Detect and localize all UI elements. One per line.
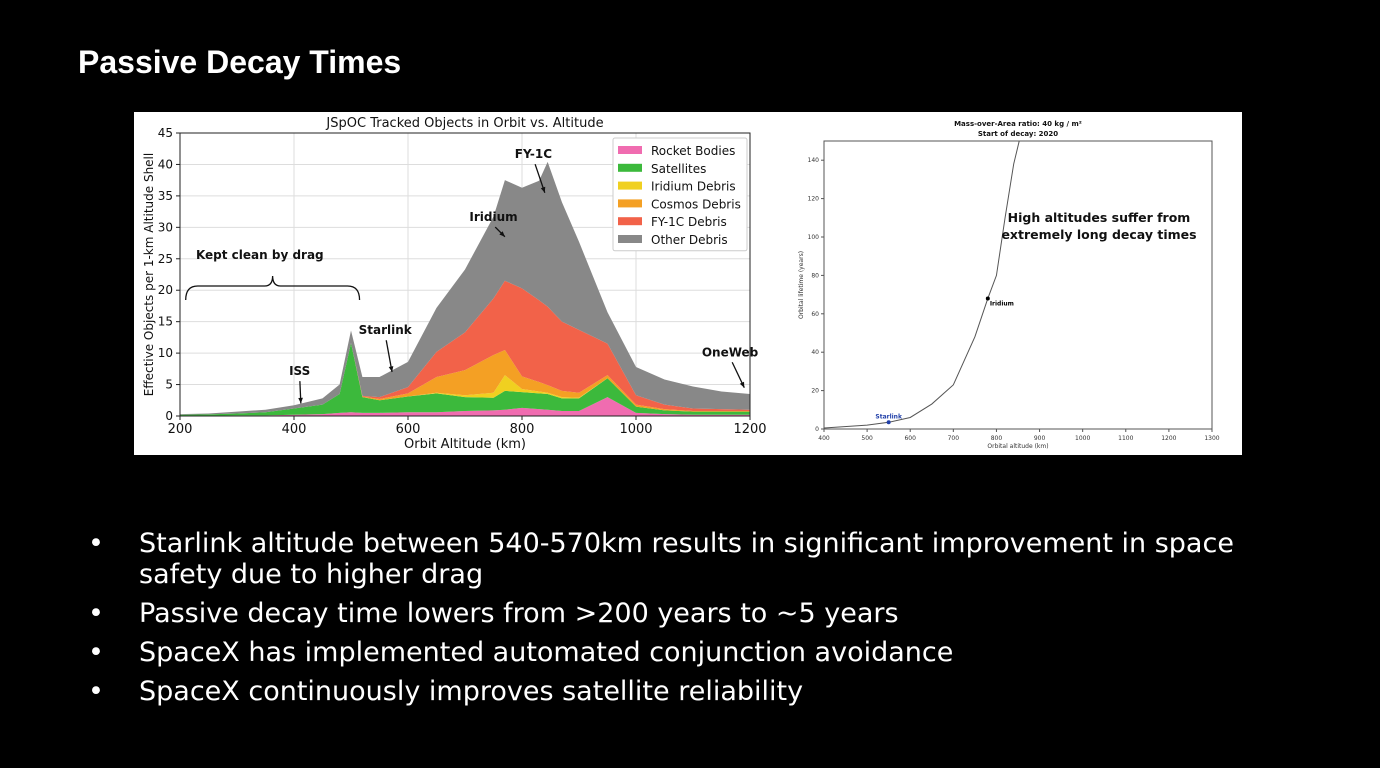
y-axis-label: Effective Objects per 1-km Altitude Shel… <box>142 153 156 396</box>
area-series-other-debris <box>180 161 750 415</box>
bullet-text: SpaceX continuously improves satellite r… <box>139 676 804 707</box>
y-tick-label: 0 <box>815 426 819 433</box>
bullet-marker: • <box>88 598 104 629</box>
bullet-item: • Starlink altitude between 540-570km res… <box>88 528 1288 590</box>
plot-frame <box>179 132 751 417</box>
annotation-arrowhead <box>499 231 505 237</box>
annotation-label: ISS <box>289 364 310 378</box>
data-point <box>985 296 990 301</box>
point-label: Iridium <box>990 300 1014 307</box>
slide-title: Passive Decay Times <box>78 44 402 80</box>
x-tick-label: 1300 <box>1204 435 1219 442</box>
legend-label: Rocket Bodies <box>651 144 735 158</box>
x-tick-label: 800 <box>510 422 535 437</box>
bullet-item: • Passive decay time lowers from >200 yea… <box>88 598 1288 629</box>
legend-label: FY-1C Debris <box>651 215 727 229</box>
y-tick-label: 120 <box>808 196 820 203</box>
debris-altitude-chart: 200 400 600 800 1000 1200 0 5 10 15 20 25 30 35 40 45 JS… <box>142 116 767 452</box>
legend-swatch <box>618 199 642 208</box>
x-tick-label: 400 <box>818 435 830 442</box>
bullet-marker: • <box>88 528 104 559</box>
y-axis-label: Orbital lifetime (years) <box>798 251 805 319</box>
x-tick-label: 400 <box>282 422 307 437</box>
x-axis-label: Orbit Altitude (km) <box>404 437 526 452</box>
x-tick-label: 1000 <box>619 422 652 437</box>
orbital-lifetime-chart: 400 500 600 700 800 900 1000 1100 1200 1300 0 20 40 6… <box>798 120 1220 450</box>
legend-swatch <box>618 217 642 226</box>
bullet-item: • SpaceX continuously improves satellite … <box>88 676 1288 707</box>
y-tick-label: 10 <box>158 346 173 360</box>
y-tick-label: 30 <box>158 220 173 234</box>
legend-label: Cosmos Debris <box>651 197 741 211</box>
x-tick-label: 1200 <box>1161 435 1176 442</box>
bullet-list: • Starlink altitude between 540-570km res… <box>88 528 1288 715</box>
drag-brace <box>185 275 361 301</box>
legend-swatch <box>618 235 642 243</box>
y-tick-label: 80 <box>811 272 819 279</box>
annotation-line-1: High altitudes suffer from <box>1008 210 1191 225</box>
x-tick-label: 500 <box>861 435 873 442</box>
figure-panel: 200 400 600 800 1000 1200 0 5 10 15 20 25 30 35 40 45 JS… <box>134 112 1242 455</box>
x-tick-label: 1200 <box>733 422 766 437</box>
point-label: Starlink <box>875 413 903 420</box>
lifetime-line <box>824 141 1020 429</box>
annotation-label: FY-1C <box>515 147 552 161</box>
area-series-fy-1c-debris <box>180 280 750 415</box>
x-tick-label: 600 <box>904 435 916 442</box>
y-tick-label: 40 <box>158 157 173 171</box>
bullet-text: Starlink altitude between 540-570km resu… <box>139 528 1234 590</box>
x-tick-label: 800 <box>991 435 1003 442</box>
chart-title: JSpOC Tracked Objects in Orbit vs. Altit… <box>325 116 603 131</box>
y-tick-label: 0 <box>165 409 173 423</box>
legend-label: Iridium Debris <box>651 180 736 194</box>
y-tick-label: 45 <box>158 126 173 140</box>
annotation-label: Kept clean by drag <box>196 248 324 262</box>
annotation-line-2: extremely long decay times <box>1001 227 1196 242</box>
y-tick-label: 15 <box>158 315 173 329</box>
annotation-label: OneWeb <box>702 345 759 359</box>
legend-swatch <box>618 181 642 190</box>
y-tick-label: 5 <box>165 378 173 392</box>
chart-subtitle: Start of decay: 2020 <box>978 130 1058 138</box>
x-axis-label: Orbital altitude (km) <box>987 443 1048 450</box>
y-tick-label: 40 <box>811 349 819 356</box>
x-tick-label: 1100 <box>1118 435 1133 442</box>
bullet-marker: • <box>88 676 104 707</box>
annotation-arrowhead <box>298 397 303 404</box>
y-tick-label: 140 <box>808 157 820 164</box>
bullet-item: • SpaceX has implemented automated conjun… <box>88 637 1288 668</box>
y-tick-label: 25 <box>158 252 173 266</box>
legend-box <box>612 137 748 252</box>
y-tick-label: 100 <box>808 234 820 241</box>
area-series-satellites <box>180 343 750 416</box>
x-tick-label: 1000 <box>1075 435 1090 442</box>
chart-title: Mass-over-Area ratio: 40 kg / m² <box>954 120 1082 128</box>
y-tick-label: 20 <box>811 388 819 395</box>
area-series-cosmos-debris <box>180 343 750 415</box>
x-tick-label: 700 <box>948 435 960 442</box>
x-tick-label: 600 <box>396 422 421 437</box>
y-tick-label: 60 <box>811 311 819 318</box>
bullet-marker: • <box>88 637 104 668</box>
annotation-arrowhead <box>388 366 394 372</box>
annotation-label: Starlink <box>359 323 413 337</box>
data-point <box>886 420 891 425</box>
plot-frame <box>823 140 1213 430</box>
legend-label: Other Debris <box>651 233 728 247</box>
annotation-arrowhead <box>540 186 546 193</box>
legend-swatch <box>618 146 642 154</box>
y-tick-label: 20 <box>158 283 173 297</box>
y-tick-label: 35 <box>158 189 173 203</box>
legend-swatch <box>618 163 642 172</box>
bullet-text: SpaceX has implemented automated conjunc… <box>139 637 954 668</box>
bullet-text: Passive decay time lowers from >200 year… <box>139 598 899 629</box>
annotation-label: Iridium <box>469 210 517 224</box>
annotation-arrowhead <box>739 381 745 388</box>
x-tick-label: 200 <box>168 422 193 437</box>
area-series-rocket-bodies <box>180 397 750 416</box>
x-tick-label: 900 <box>1034 435 1046 442</box>
legend-label: Satellites <box>651 162 706 176</box>
